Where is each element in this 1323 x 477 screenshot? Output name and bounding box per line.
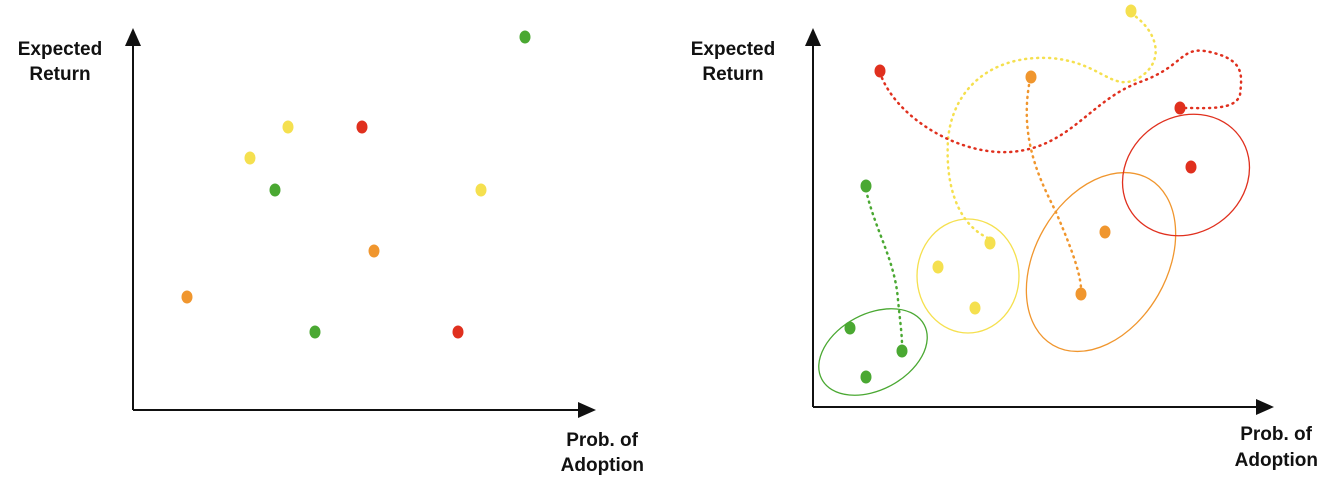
cluster bbox=[1025, 171, 1177, 353]
trail bbox=[1025, 83, 1083, 290]
dot bbox=[452, 325, 464, 339]
dot bbox=[969, 301, 981, 315]
y-axis-label: Return bbox=[702, 64, 763, 85]
dot bbox=[356, 120, 368, 134]
trail bbox=[864, 188, 904, 347]
dot bbox=[1025, 70, 1037, 84]
y-axis-label: Expected bbox=[18, 39, 102, 60]
cluster bbox=[818, 308, 928, 396]
dot bbox=[932, 260, 944, 274]
x-axis-label: Prob. of bbox=[1240, 424, 1312, 445]
dots bbox=[181, 30, 531, 339]
dot bbox=[519, 30, 531, 44]
dot bbox=[984, 236, 996, 250]
dot bbox=[844, 321, 856, 335]
left-panel: Expected Return Prob. of Adoption bbox=[18, 28, 644, 476]
trail bbox=[946, 14, 1157, 240]
dot bbox=[1075, 287, 1087, 301]
clusters bbox=[818, 113, 1251, 396]
dots bbox=[844, 4, 1197, 384]
trail bbox=[880, 49, 1243, 154]
dot bbox=[1099, 225, 1111, 239]
trails bbox=[864, 14, 1243, 347]
dot bbox=[181, 290, 193, 304]
x-axis-label: Adoption bbox=[1235, 450, 1318, 471]
x-axis-label: Adoption bbox=[561, 455, 644, 476]
dot bbox=[874, 64, 886, 78]
dot bbox=[860, 370, 872, 384]
dot bbox=[475, 183, 487, 197]
dot bbox=[1174, 101, 1186, 115]
x-axis-label: Prob. of bbox=[566, 430, 638, 451]
dot bbox=[368, 244, 380, 258]
dot bbox=[309, 325, 321, 339]
dot bbox=[1185, 160, 1197, 174]
right-panel: Expected Return Prob. of Adoption bbox=[691, 4, 1318, 471]
dot bbox=[1125, 4, 1137, 18]
dot bbox=[269, 183, 281, 197]
y-axis-label: Expected bbox=[691, 39, 775, 60]
y-axis-label: Return bbox=[29, 64, 90, 85]
cluster bbox=[916, 218, 1020, 334]
dot bbox=[896, 344, 908, 358]
cluster bbox=[1121, 113, 1251, 237]
dot bbox=[860, 179, 872, 193]
dot bbox=[282, 120, 294, 134]
dot bbox=[244, 151, 256, 165]
